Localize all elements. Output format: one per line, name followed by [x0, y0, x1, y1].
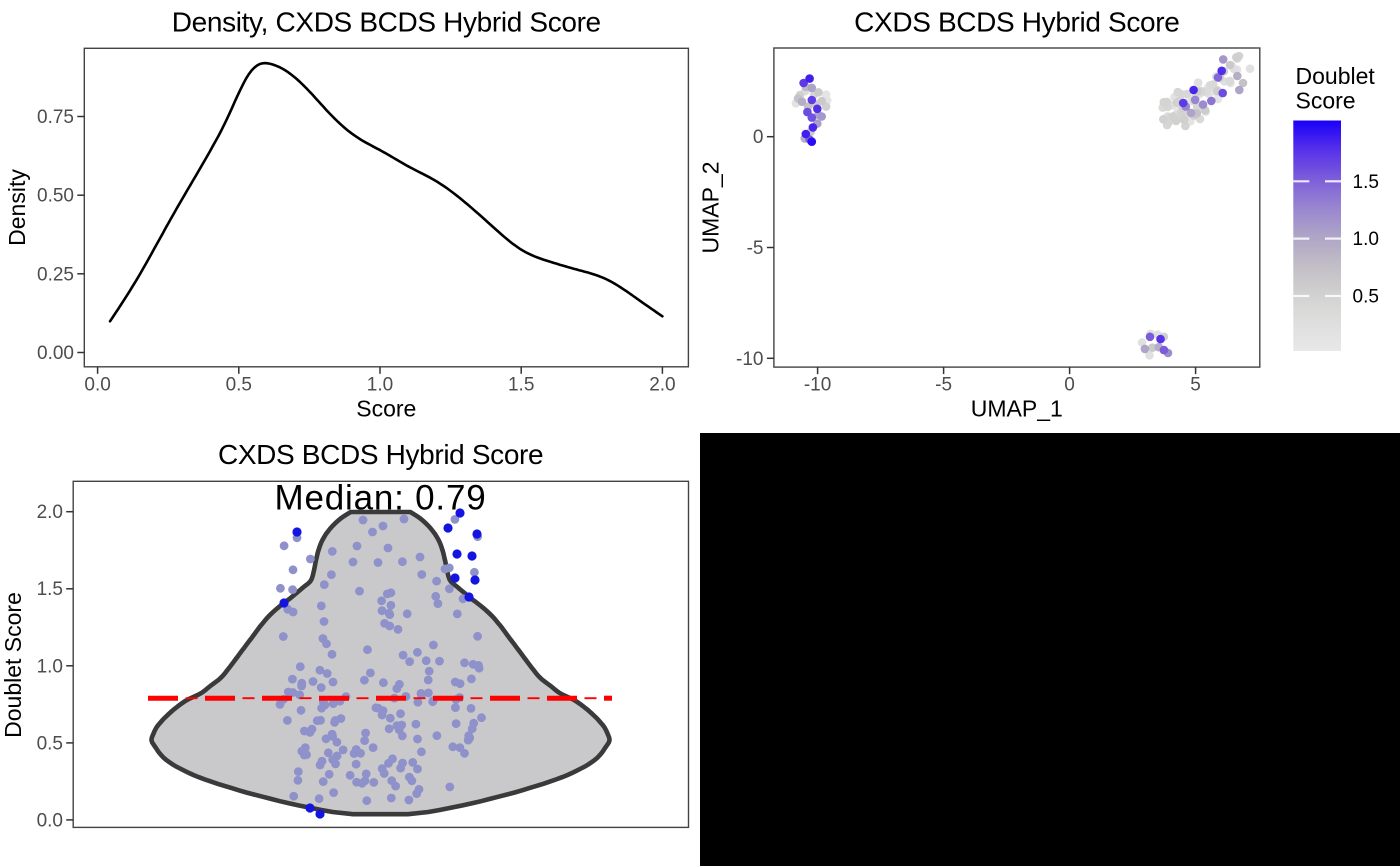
- svg-text:0.5: 0.5: [1353, 287, 1379, 308]
- svg-text:CXDS BCDS Hybrid Score: CXDS BCDS Hybrid Score: [218, 439, 543, 470]
- svg-text:-5: -5: [935, 375, 952, 396]
- svg-text:1.5: 1.5: [1353, 172, 1379, 193]
- svg-text:0.75: 0.75: [37, 107, 74, 128]
- svg-text:0: 0: [1064, 375, 1075, 396]
- svg-text:0.50: 0.50: [37, 186, 74, 207]
- svg-text:Score: Score: [1296, 88, 1356, 114]
- svg-text:Doublet Score: Doublet Score: [0, 592, 26, 738]
- svg-text:UMAP_2: UMAP_2: [698, 161, 724, 253]
- svg-text:UMAP_1: UMAP_1: [971, 396, 1063, 422]
- svg-text:5: 5: [1190, 375, 1201, 396]
- svg-text:Doublet: Doublet: [1296, 63, 1376, 89]
- svg-text:CXDS BCDS Hybrid Score: CXDS BCDS Hybrid Score: [854, 7, 1179, 38]
- svg-text:-10: -10: [804, 375, 831, 396]
- svg-text:-5: -5: [747, 238, 764, 259]
- svg-text:-10: -10: [736, 349, 763, 370]
- svg-text:0.5: 0.5: [37, 733, 63, 754]
- svg-text:Density: Density: [4, 169, 30, 246]
- svg-text:Median: 0.79: Median: 0.79: [275, 479, 487, 518]
- svg-text:1.0: 1.0: [1353, 229, 1379, 250]
- svg-text:Density, CXDS BCDS Hybrid Scor: Density, CXDS BCDS Hybrid Score: [172, 7, 601, 38]
- svg-text:0.0: 0.0: [84, 375, 110, 396]
- svg-text:2.0: 2.0: [649, 375, 675, 396]
- svg-text:0.00: 0.00: [37, 343, 74, 364]
- svg-text:1.0: 1.0: [37, 656, 63, 677]
- svg-text:1.5: 1.5: [37, 579, 63, 600]
- svg-text:2.0: 2.0: [37, 502, 63, 523]
- svg-text:0.25: 0.25: [37, 264, 74, 285]
- svg-text:1.5: 1.5: [508, 375, 534, 396]
- svg-text:Score: Score: [356, 396, 416, 422]
- svg-text:1.0: 1.0: [367, 375, 393, 396]
- svg-text:0.0: 0.0: [37, 810, 63, 831]
- svg-text:0: 0: [753, 127, 764, 148]
- svg-text:0.5: 0.5: [226, 375, 252, 396]
